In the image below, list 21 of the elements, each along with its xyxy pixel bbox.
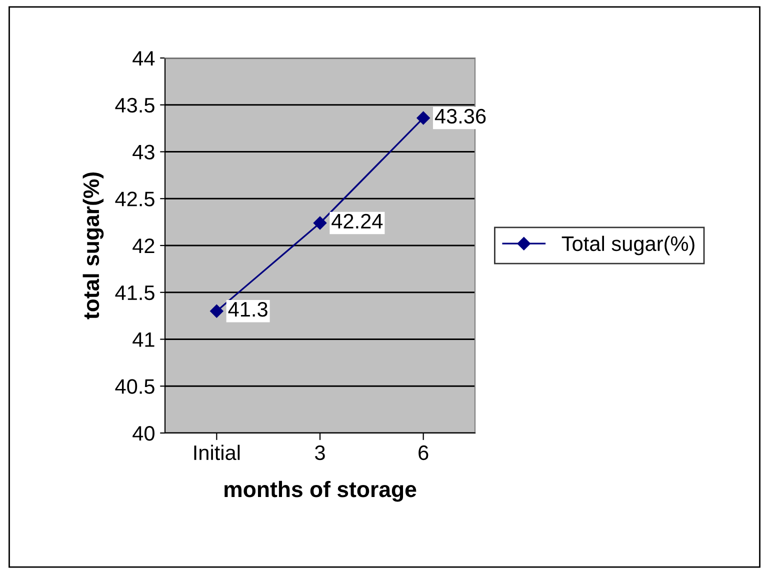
- y-tick-label: 43: [132, 144, 154, 160]
- y-axis-title: total sugar(%): [82, 172, 104, 320]
- x-tick-label: Initial: [194, 444, 240, 460]
- y-tick-label: 43.5: [115, 98, 154, 113]
- x-axis-title: months of storage: [224, 480, 416, 502]
- x-tick-label: 3: [315, 445, 325, 460]
- y-tick-label: 40.5: [115, 379, 154, 394]
- x-tick-label: 6: [418, 445, 428, 460]
- y-tick-label: 41.5: [115, 286, 154, 300]
- y-tick-label: 44: [132, 51, 155, 66]
- point: [416, 111, 430, 125]
- y-tick-label: 40: [132, 426, 154, 441]
- y-tick-label: 41: [132, 332, 154, 347]
- legend-label: Total sugar(%): [562, 236, 694, 256]
- data-label: 41.3: [228, 302, 268, 317]
- y-tick-label: 42: [132, 238, 154, 254]
- point: [210, 304, 224, 318]
- y-tick-label: 42.5: [115, 192, 154, 206]
- data-label: 43.36: [434, 108, 486, 124]
- data-label: 42.24: [332, 214, 383, 228]
- point: [313, 216, 327, 230]
